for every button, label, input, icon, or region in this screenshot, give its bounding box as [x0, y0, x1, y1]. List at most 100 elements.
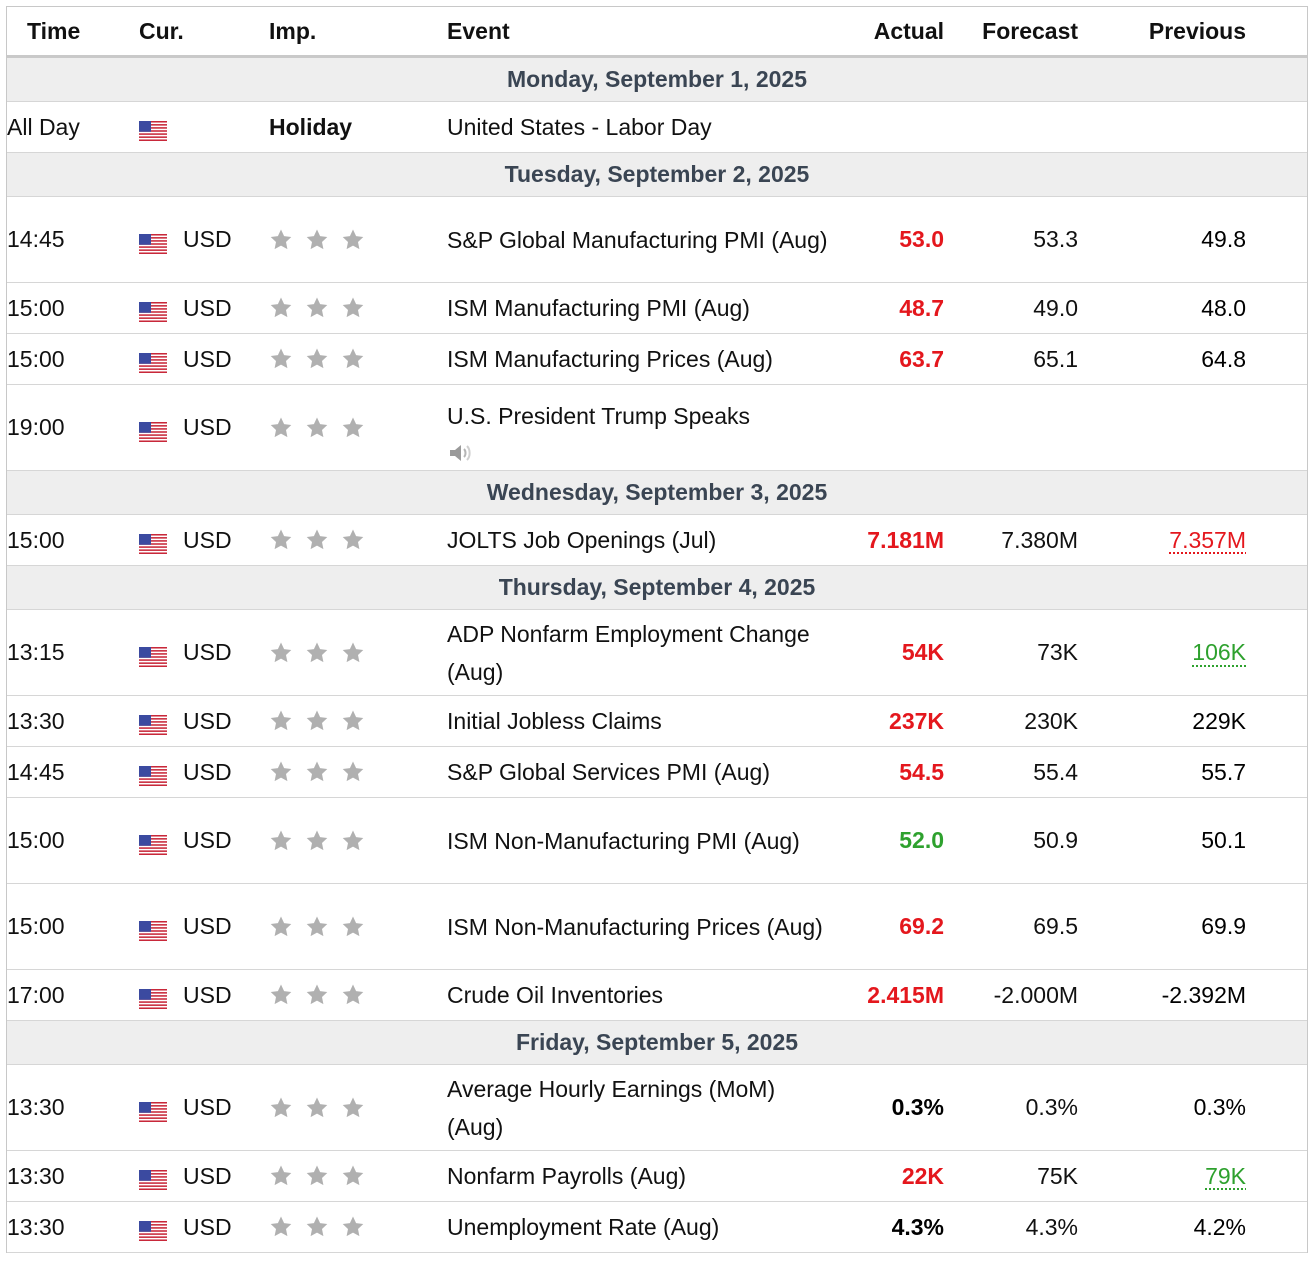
event-previous-cell: 0.3% — [1078, 1064, 1247, 1151]
event-actual: 2.415M — [867, 981, 945, 1008]
event-row[interactable]: 15:00 USD JOLTS Job Openings (Jul) 7.181M 7.… — [7, 514, 1308, 566]
event-row[interactable]: 19:00 USD U.S. President Trump Speaks — [7, 384, 1308, 471]
flag-cell — [139, 695, 183, 747]
speaker-icon[interactable] — [447, 437, 473, 461]
row-spacer — [1246, 1201, 1308, 1253]
star-icon — [342, 297, 364, 318]
day-label: Monday, September 1, 2025 — [7, 56, 1308, 102]
us-flag-icon — [139, 646, 167, 667]
header-currency[interactable]: Cur. — [139, 6, 270, 58]
row-spacer — [1246, 797, 1308, 884]
event-name-cell[interactable]: ADP Nonfarm Employment Change (Aug) — [447, 609, 833, 696]
event-row[interactable]: 13:30 USD Initial Jobless Claims 237K 230K 22… — [7, 695, 1308, 747]
event-name[interactable]: Average Hourly Earnings (MoM) (Aug) — [447, 1075, 776, 1140]
star-icon — [306, 1216, 328, 1237]
event-row[interactable]: 13:30 USD Nonfarm Payrolls (Aug) 22K 75K 79K — [7, 1150, 1308, 1202]
event-name-cell[interactable]: ISM Manufacturing PMI (Aug) — [447, 282, 833, 334]
event-row[interactable]: 15:00 USD ISM Manufacturing Prices (Aug) 63… — [7, 333, 1308, 385]
event-row[interactable]: 13:30 USD Unemployment Rate (Aug) 4.3% 4.3% 4… — [7, 1201, 1308, 1253]
event-importance — [269, 969, 448, 1021]
event-actual: 0.3% — [891, 1094, 945, 1120]
event-name-cell[interactable]: ISM Non-Manufacturing Prices (Aug) — [447, 883, 833, 970]
event-name[interactable]: ISM Manufacturing PMI (Aug) — [447, 295, 750, 321]
header-forecast[interactable]: Forecast — [944, 6, 1079, 58]
event-name-cell[interactable]: JOLTS Job Openings (Jul) — [447, 514, 833, 566]
event-row[interactable]: 15:00 USD ISM Non-Manufacturing Prices (Au… — [7, 883, 1308, 970]
event-currency: USD — [183, 746, 270, 798]
event-row[interactable]: 17:00 USD Crude Oil Inventories 2.415M -2.00… — [7, 969, 1308, 1021]
event-currency: USD — [183, 797, 270, 884]
us-flag-icon — [139, 834, 167, 855]
event-name-cell[interactable]: U.S. President Trump Speaks — [447, 384, 833, 471]
star-icon — [342, 916, 364, 936]
event-name-cell[interactable]: Average Hourly Earnings (MoM) (Aug) — [447, 1064, 833, 1151]
event-name[interactable]: S&P Global Services PMI (Aug) — [447, 759, 770, 785]
us-flag-icon — [139, 1220, 167, 1242]
header-spacer — [1246, 6, 1308, 58]
event-name-cell[interactable]: ISM Non-Manufacturing PMI (Aug) — [447, 797, 833, 884]
event-name-cell[interactable]: Initial Jobless Claims — [447, 695, 833, 747]
row-spacer — [1246, 1064, 1308, 1151]
event-row[interactable]: 13:15 USD ADP Nonfarm Employment Change (A… — [7, 609, 1308, 696]
event-currency: USD — [183, 695, 270, 747]
header-previous[interactable]: Previous — [1078, 6, 1247, 58]
event-previous[interactable]: 79K — [1205, 1162, 1247, 1189]
row-spacer — [1246, 695, 1308, 747]
event-currency: USD — [183, 1064, 270, 1151]
event-row[interactable]: All Day Holiday United States - Labor Day — [7, 101, 1308, 153]
event-time: 13:15 — [7, 609, 139, 696]
event-name-cell[interactable]: S&P Global Services PMI (Aug) — [447, 746, 833, 798]
event-row[interactable]: 14:45 USD S&P Global Services PMI (Aug) 54.… — [7, 746, 1308, 798]
event-previous-cell: 106K — [1078, 609, 1247, 696]
event-time: 15:00 — [7, 797, 139, 884]
event-name[interactable]: ISM Non-Manufacturing Prices (Aug) — [447, 913, 823, 940]
event-name-cell[interactable]: United States - Labor Day — [447, 101, 833, 153]
importance-stars — [269, 296, 365, 320]
event-name[interactable]: United States - Labor Day — [447, 114, 712, 140]
row-spacer — [1246, 969, 1308, 1021]
star-icon — [270, 229, 292, 249]
header-actual[interactable]: Actual — [832, 6, 945, 58]
event-name[interactable]: ADP Nonfarm Employment Change (Aug) — [447, 620, 810, 685]
event-previous-cell: 229K — [1078, 695, 1247, 747]
event-name[interactable]: Crude Oil Inventories — [447, 982, 664, 1008]
event-actual-cell: 54K — [832, 609, 945, 696]
event-forecast: -2.000M — [944, 969, 1079, 1021]
event-actual: 54.5 — [899, 758, 945, 785]
event-name[interactable]: ISM Manufacturing Prices (Aug) — [447, 346, 773, 372]
us-flag-icon — [139, 1169, 167, 1191]
event-name-cell[interactable]: S&P Global Manufacturing PMI (Aug) — [447, 196, 833, 283]
event-name-cell[interactable]: Crude Oil Inventories — [447, 969, 833, 1021]
event-previous[interactable]: 7.357M — [1169, 526, 1247, 553]
event-row[interactable]: 15:00 USD ISM Manufacturing PMI (Aug) 48.7 4… — [7, 282, 1308, 334]
header-time[interactable]: Time — [7, 6, 139, 58]
event-name[interactable]: JOLTS Job Openings (Jul) — [447, 527, 717, 553]
event-previous[interactable]: 106K — [1192, 639, 1247, 665]
star-icon — [270, 710, 292, 731]
event-previous-cell: 64.8 — [1078, 333, 1247, 385]
header-event[interactable]: Event — [447, 6, 833, 58]
event-actual: 48.7 — [899, 294, 945, 321]
event-name-cell[interactable]: ISM Manufacturing Prices (Aug) — [447, 333, 833, 385]
event-previous: 0.3% — [1193, 1094, 1247, 1120]
star-icon — [270, 830, 292, 850]
event-row[interactable]: 13:30 USD Average Hourly Earnings (MoM) (A… — [7, 1064, 1308, 1151]
event-row[interactable]: 15:00 USD ISM Non-Manufacturing PMI (Aug) 5… — [7, 797, 1308, 884]
event-name-cell[interactable]: Nonfarm Payrolls (Aug) — [447, 1150, 833, 1202]
event-time: 15:00 — [7, 333, 139, 385]
event-name[interactable]: Nonfarm Payrolls (Aug) — [447, 1163, 687, 1189]
event-name[interactable]: Initial Jobless Claims — [447, 708, 662, 734]
event-previous-cell: -2.392M — [1078, 969, 1247, 1021]
event-name-cell[interactable]: Unemployment Rate (Aug) — [447, 1201, 833, 1253]
event-name[interactable]: S&P Global Manufacturing PMI (Aug) — [447, 226, 828, 253]
event-previous: 64.8 — [1201, 345, 1247, 372]
event-name[interactable]: Unemployment Rate (Aug) — [447, 1214, 720, 1240]
day-header-row: Thursday, September 4, 2025 — [7, 565, 1308, 610]
star-icon — [306, 297, 328, 318]
event-name[interactable]: ISM Non-Manufacturing PMI (Aug) — [447, 827, 800, 854]
header-importance[interactable]: Imp. — [269, 6, 448, 58]
row-spacer — [1246, 196, 1308, 283]
flag-cell — [139, 514, 183, 566]
event-name[interactable]: U.S. President Trump Speaks — [447, 402, 750, 429]
event-row[interactable]: 14:45 USD S&P Global Manufacturing PMI (Au… — [7, 196, 1308, 283]
